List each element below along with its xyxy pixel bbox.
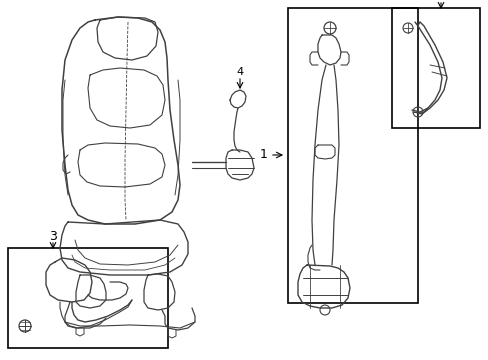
Text: 2: 2 [436, 0, 444, 3]
Text: 3: 3 [49, 230, 57, 243]
Text: 1: 1 [260, 148, 267, 162]
Bar [8, 248, 168, 348]
Bar [391, 8, 479, 128]
Bar [287, 8, 417, 303]
Text: 4: 4 [236, 67, 243, 77]
